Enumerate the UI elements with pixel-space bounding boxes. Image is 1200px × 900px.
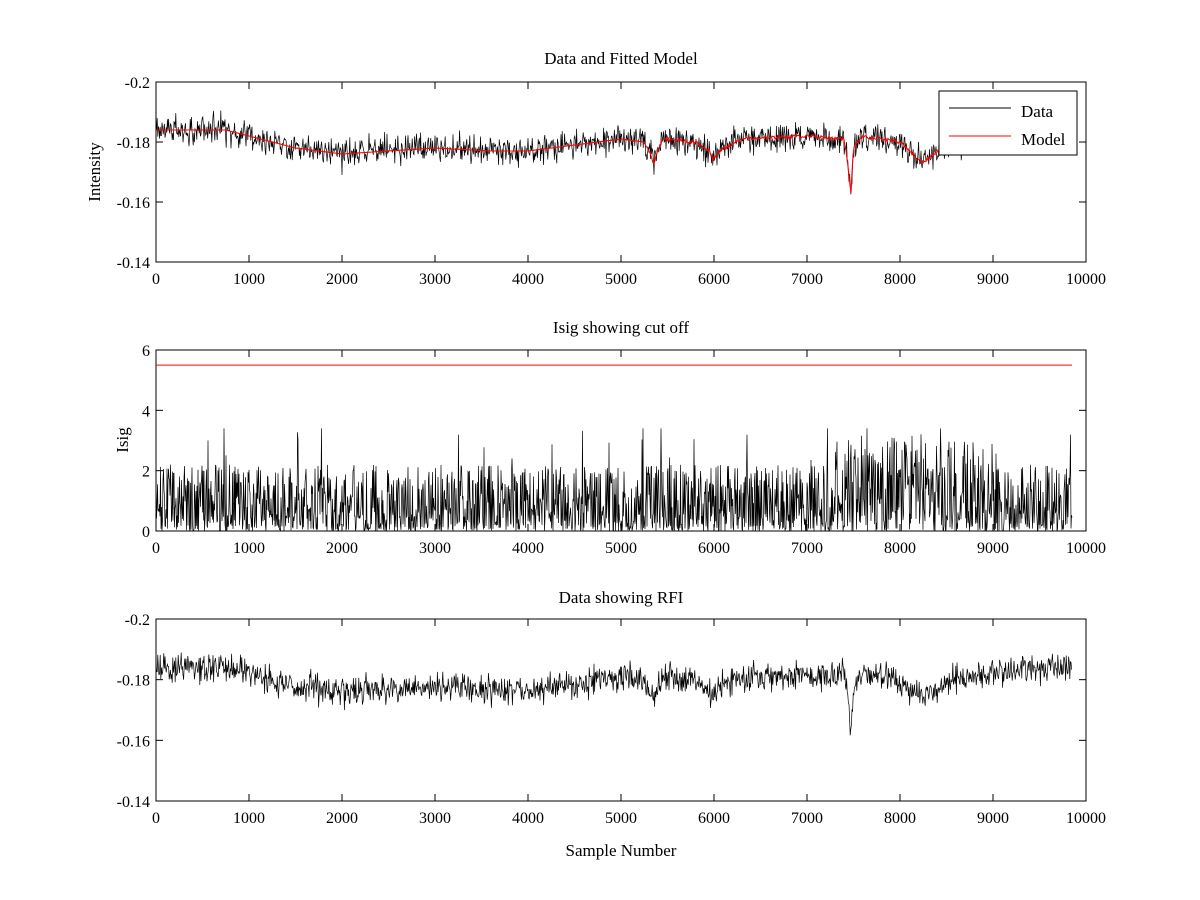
x-tick-label: 4000 <box>512 810 544 827</box>
x-tick-label: 3000 <box>419 810 451 827</box>
x-tick-label: 2000 <box>326 271 358 288</box>
x-tick-label: 8000 <box>884 810 916 827</box>
y-tick-label: -0.2 <box>125 75 150 92</box>
tick-group: 0 1000 2000 3000 4000 5000 6000 7000 8000 9000 100… <box>142 343 1106 557</box>
x-tick-label: 10000 <box>1066 271 1106 288</box>
legend: Data Model <box>938 90 1078 156</box>
x-tick-label: 9000 <box>977 810 1009 827</box>
x-tick-label: 6000 <box>698 540 730 557</box>
x-tick-label: 4000 <box>512 271 544 288</box>
y-axis-label: Isig <box>113 427 132 453</box>
x-axis-label: Sample Number <box>566 841 677 860</box>
x-tick-label: 9000 <box>977 271 1009 288</box>
x-tick-label: 1000 <box>233 810 265 827</box>
x-tick-label: 7000 <box>791 810 823 827</box>
x-tick-label: 3000 <box>419 271 451 288</box>
y-tick-label: 6 <box>142 343 150 360</box>
tick-group: 0 1000 2000 3000 4000 5000 6000 7000 8000 9000 100… <box>117 612 1106 827</box>
y-tick-label: -0.2 <box>125 612 150 629</box>
chart-panel-rfi: 0 1000 2000 3000 4000 5000 6000 7000 8000 9000 100… <box>117 588 1106 860</box>
x-tick-label: 5000 <box>605 540 637 557</box>
x-tick-label: 5000 <box>605 810 637 827</box>
x-tick-label: 2000 <box>326 540 358 557</box>
legend-label-model: Model <box>1021 130 1066 149</box>
y-tick-label: -0.16 <box>117 195 150 212</box>
x-tick-label: 7000 <box>791 271 823 288</box>
chart-title: Data and Fitted Model <box>544 49 698 68</box>
x-tick-label: 1000 <box>233 271 265 288</box>
x-tick-label: 5000 <box>605 271 637 288</box>
x-tick-label: 0 <box>152 271 160 288</box>
series-line-data <box>155 110 1072 195</box>
chart-title: Data showing RFI <box>559 588 684 607</box>
x-tick-label: 8000 <box>884 540 916 557</box>
x-tick-label: 10000 <box>1066 810 1106 827</box>
x-tick-label: 6000 <box>698 271 730 288</box>
series-group <box>155 652 1072 736</box>
y-tick-label: 0 <box>142 524 150 541</box>
series-group <box>155 110 1072 195</box>
y-tick-label: -0.18 <box>117 673 150 690</box>
x-tick-label: 2000 <box>326 810 358 827</box>
x-tick-label: 1000 <box>233 540 265 557</box>
series-group <box>155 364 1073 533</box>
x-tick-label: 4000 <box>512 540 544 557</box>
legend-box <box>938 90 1078 156</box>
legend-label-data: Data <box>1021 102 1054 121</box>
y-tick-label: -0.18 <box>117 135 150 152</box>
tick-group: 0 1000 2000 3000 4000 5000 6000 7000 8000 9000 100… <box>117 75 1106 288</box>
x-tick-label: 9000 <box>977 540 1009 557</box>
y-tick-label: -0.14 <box>117 255 150 272</box>
x-tick-label: 8000 <box>884 271 916 288</box>
series-line-model <box>156 129 1072 193</box>
x-tick-label: 7000 <box>791 540 823 557</box>
x-tick-label: 0 <box>152 540 160 557</box>
y-axis-label: Intensity <box>85 142 104 202</box>
y-tick-label: 2 <box>142 464 150 481</box>
x-tick-label: 10000 <box>1066 540 1106 557</box>
chart-title: Isig showing cut off <box>553 318 689 337</box>
x-tick-label: 0 <box>152 810 160 827</box>
x-tick-label: 3000 <box>419 540 451 557</box>
y-tick-label: -0.16 <box>117 733 150 750</box>
x-tick-label: 6000 <box>698 810 730 827</box>
chart-panel-isig: 0 1000 2000 3000 4000 5000 6000 7000 8000 9000 100… <box>113 318 1106 557</box>
chart-panel-data-and-model: 0 1000 2000 3000 4000 5000 6000 7000 8000 9000 100… <box>85 49 1106 288</box>
y-tick-label: -0.14 <box>117 794 150 811</box>
y-tick-label: 4 <box>142 403 150 420</box>
series-line <box>155 428 1073 533</box>
series-line <box>155 652 1072 736</box>
